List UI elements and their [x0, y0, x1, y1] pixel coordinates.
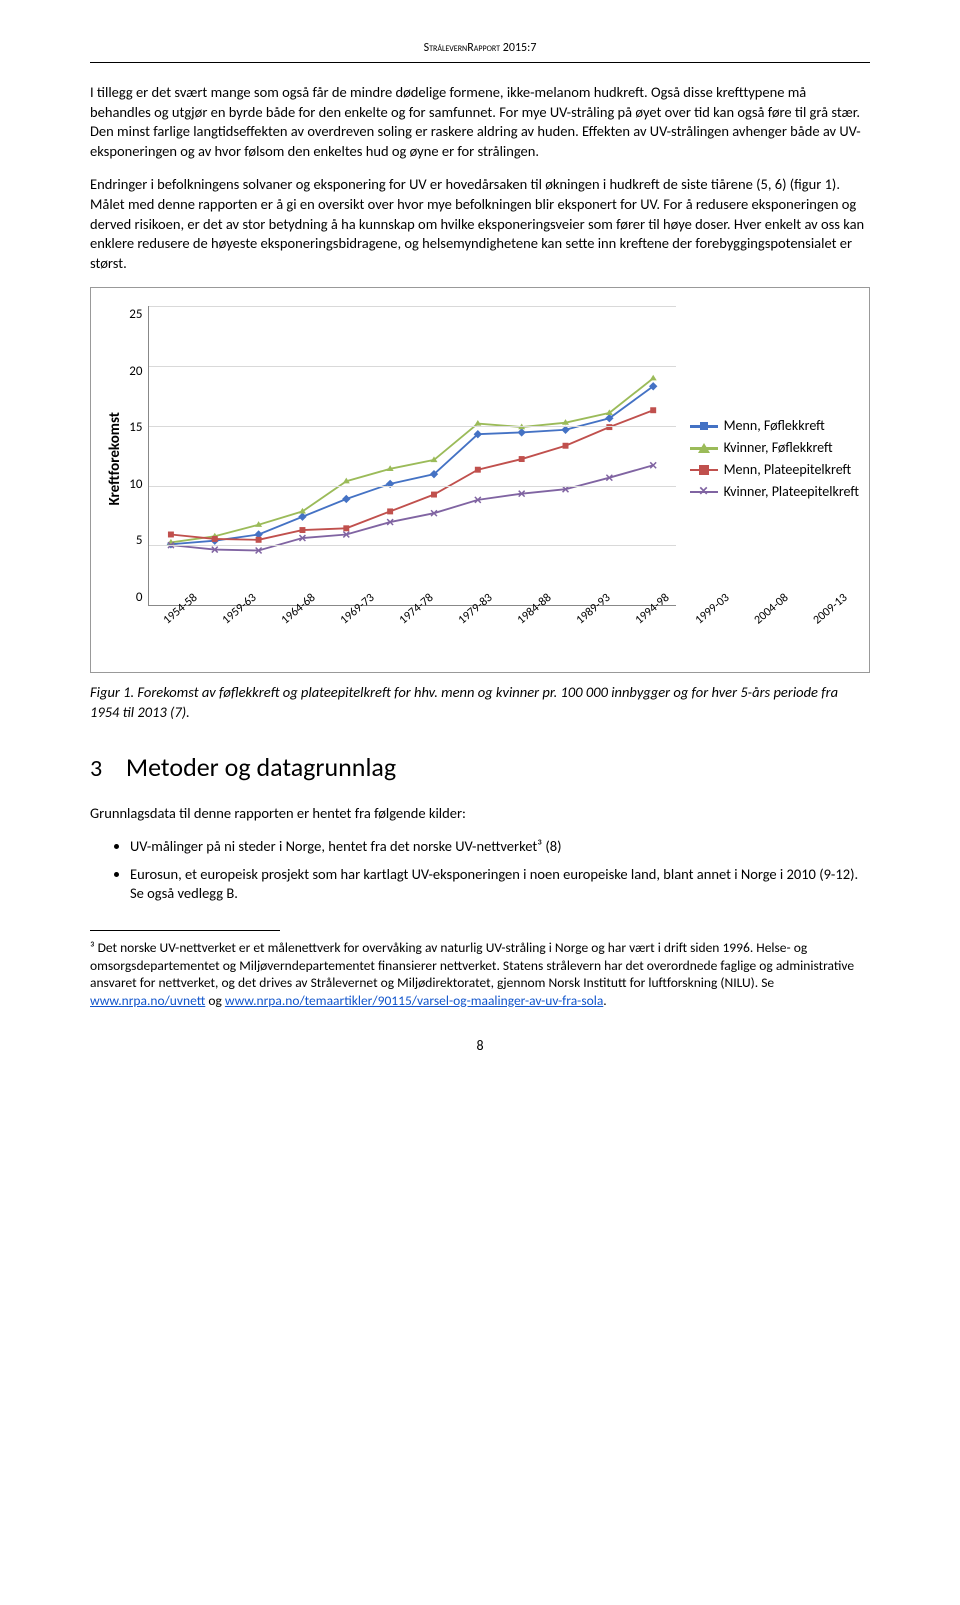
footnote-rule: [90, 930, 280, 931]
section-number: 3: [90, 753, 120, 785]
list-item: Eurosun, et europeisk prosjekt som har k…: [130, 865, 870, 904]
chart-container: Kreftforekomst 2520151050 1954-581959-63…: [90, 287, 870, 673]
chart-ylabel: Kreftforekomst: [101, 412, 129, 506]
paragraph-2: Endringer i befolkningens solvaner og ek…: [90, 175, 870, 273]
paragraph-grunnlag: Grunnlagsdata til denne rapporten er hen…: [90, 804, 870, 824]
figure-caption: Figur 1. Forekomst av føflekkreft og pla…: [90, 683, 870, 722]
bullet-list: UV-målinger på ni steder i Norge, hentet…: [90, 837, 870, 904]
chart-xticks: 1954-581959-631964-681969-731974-781979-…: [148, 606, 675, 662]
chart-yticks: 2520151050: [129, 306, 148, 606]
page-header: StrålevernRapport 2015:7: [90, 40, 870, 56]
page-number: 8: [90, 1037, 870, 1056]
paragraph-1: I tillegg er det svært mange som også få…: [90, 83, 870, 161]
footnote: ³ Det norske UV-nettverket er et målenet…: [90, 939, 870, 1009]
footnote-mid: og: [208, 992, 225, 1009]
chart-svg: [149, 306, 675, 605]
footnote-link-1[interactable]: www.nrpa.no/uvnett: [90, 992, 205, 1009]
header-rule: [90, 62, 870, 63]
footnote-after: .: [603, 992, 606, 1009]
section-heading: 3 Metoder og datagrunnlag: [90, 750, 870, 785]
section-title: Metoder og datagrunnlag: [126, 751, 396, 783]
footnote-link-2[interactable]: www.nrpa.no/temaartikler/90115/varsel-og…: [225, 992, 603, 1009]
list-item: UV-målinger på ni steder i Norge, hentet…: [130, 837, 870, 857]
chart-plot-area: [148, 306, 675, 606]
footnote-text: ³ Det norske UV-nettverket er et målenet…: [90, 939, 854, 991]
chart-legend: Menn, FøflekkreftKvinner, FøflekkreftMen…: [676, 414, 859, 505]
